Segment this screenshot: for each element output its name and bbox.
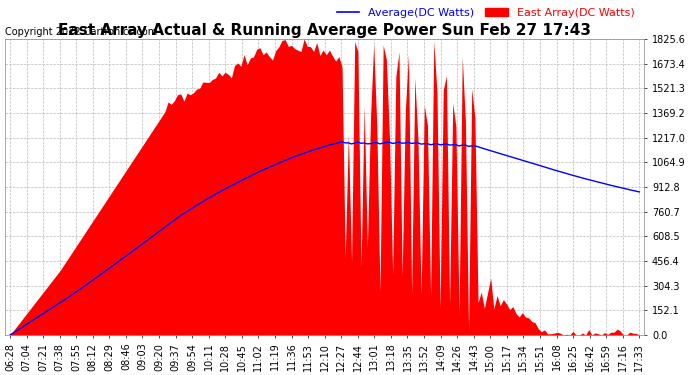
Text: Copyright 2022 Cartronics.com: Copyright 2022 Cartronics.com bbox=[5, 27, 157, 37]
Title: East Array Actual & Running Average Power Sun Feb 27 17:43: East Array Actual & Running Average Powe… bbox=[58, 23, 591, 38]
Legend: Average(DC Watts), East Array(DC Watts): Average(DC Watts), East Array(DC Watts) bbox=[333, 3, 639, 22]
